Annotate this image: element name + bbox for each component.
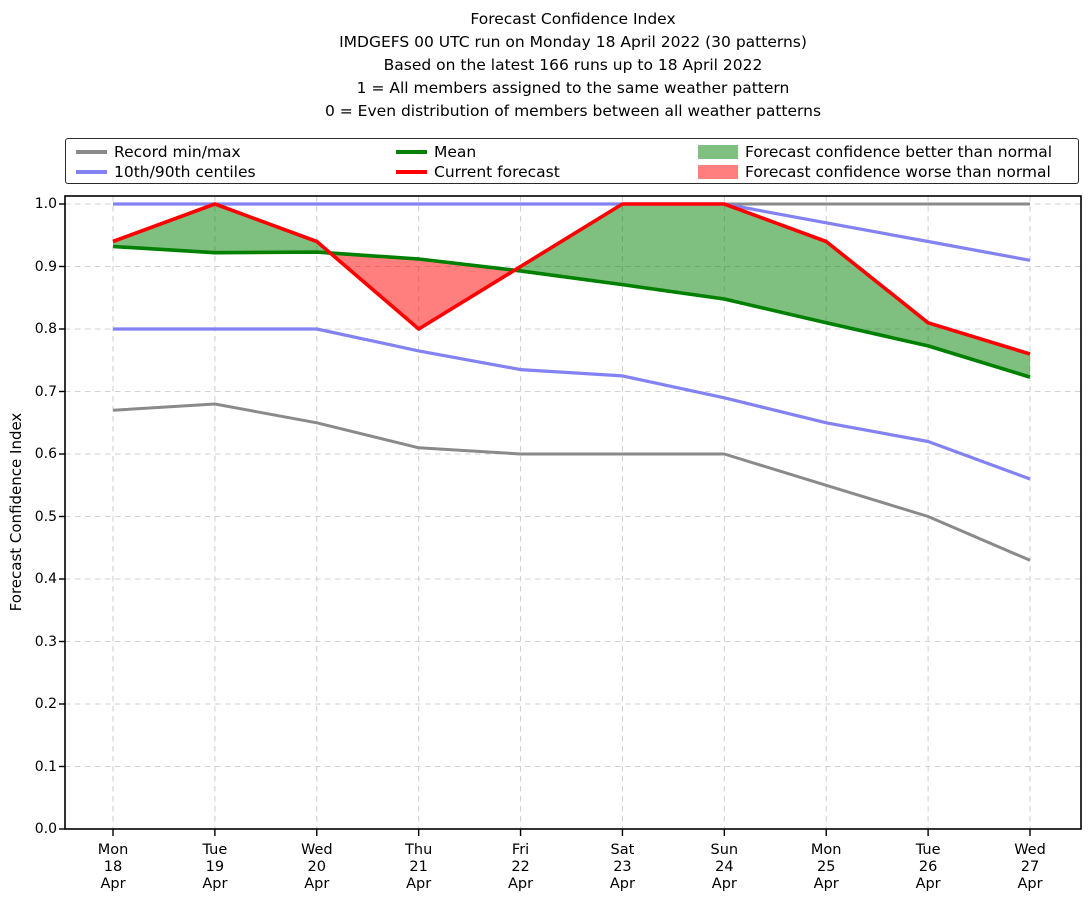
legend-label: Forecast confidence better than normal xyxy=(745,143,1053,161)
better-than-normal-patch-swatch xyxy=(698,145,738,159)
x-tick-label-line: 26 xyxy=(918,859,938,875)
y-tick-label: 0.2 xyxy=(34,696,57,712)
current-forecast-line-swatch xyxy=(396,170,427,174)
legend-label: Mean xyxy=(434,143,477,161)
legend-label: Current forecast xyxy=(434,163,560,181)
x-tick-label-line: Apr xyxy=(508,876,534,892)
x-tick-label: Wed 27 Apr xyxy=(984,842,1076,893)
legend-item-mean: Mean xyxy=(396,142,476,162)
legend-item-worse-than-normal: Forecast confidence worse than normal xyxy=(698,162,1051,182)
x-tick-label-line: Mon xyxy=(97,842,129,858)
x-tick-label: Sat 23 Apr xyxy=(576,842,668,893)
x-tick-label-line: 20 xyxy=(307,859,326,875)
x-tick-label: Wed 20 Apr xyxy=(271,842,363,893)
x-tick-label-line: Wed xyxy=(1014,842,1046,858)
x-tick-label: Tue 19 Apr xyxy=(169,842,261,893)
x-tick-label-line: 23 xyxy=(613,859,632,875)
legend-item-centiles: 10th/90th centiles xyxy=(76,162,256,182)
y-tick-label: 1.0 xyxy=(34,196,57,212)
x-tick-label: Mon 18 Apr xyxy=(67,842,159,893)
x-tick-label-line: Thu xyxy=(405,842,433,858)
y-tick-label: 0.5 xyxy=(34,508,57,525)
x-tick-label-line: Apr xyxy=(813,876,839,892)
x-tick-label-line: Apr xyxy=(711,876,737,892)
legend-label: Forecast confidence worse than normal xyxy=(745,163,1051,181)
mean-line-swatch xyxy=(396,150,427,154)
x-tick-label: Fri 22 Apr xyxy=(475,842,567,893)
x-tick-label: Mon 25 Apr xyxy=(780,842,872,893)
fill-better-than-normal xyxy=(514,204,1030,378)
y-tick-label: 0.7 xyxy=(34,383,57,400)
x-tick-label-line: 19 xyxy=(205,859,225,875)
x-tick-label-line: Mon xyxy=(810,842,842,858)
series-90th-centile-line xyxy=(113,202,1031,262)
x-tick-label-line: Sun xyxy=(710,842,739,858)
title-line-2: IMDGEFS 00 UTC run on Monday 18 April 20… xyxy=(339,33,807,51)
x-tick-label-line: Apr xyxy=(202,876,228,892)
x-tick-label: Tue 26 Apr xyxy=(882,842,974,893)
series-10th-centile-line xyxy=(113,327,1031,481)
series-record-min-line xyxy=(112,402,1031,562)
legend-item-better-than-normal: Forecast confidence better than normal xyxy=(698,142,1052,162)
x-tick-label: Thu 21 Apr xyxy=(373,842,465,893)
fill-better-than-normal xyxy=(113,204,331,253)
centiles-line-swatch xyxy=(76,170,107,174)
record-minmax-line-swatch xyxy=(76,150,107,154)
legend-label: Record min/max xyxy=(114,143,241,161)
x-tick-label-line: Apr xyxy=(1017,876,1043,892)
x-tick-label-line: 18 xyxy=(103,859,123,875)
x-tick-label-line: Sat xyxy=(610,842,635,858)
title-line-1: Forecast Confidence Index xyxy=(470,10,676,28)
legend: Record min/max 10th/90th centiles Mean C… xyxy=(65,138,1079,184)
title-line-5: 0 = Even distribution of members between… xyxy=(324,102,822,120)
x-tick-label-line: Apr xyxy=(406,876,432,892)
x-tick-label-line: 21 xyxy=(409,859,428,875)
y-tick-label: 0.3 xyxy=(34,633,57,650)
series-mean-line xyxy=(112,244,1031,379)
y-tick-label: 0.8 xyxy=(34,321,57,337)
legend-item-record-minmax: Record min/max xyxy=(76,142,241,162)
fill-worse-than-normal xyxy=(330,253,515,329)
x-tick-label-line: 22 xyxy=(511,859,530,875)
x-tick-label-line: Apr xyxy=(100,876,126,892)
title-line-4: 1 = All members assigned to the same wea… xyxy=(356,79,790,97)
x-tick-label-line: Tue xyxy=(202,842,228,858)
x-tick-label-line: Tue xyxy=(915,842,941,858)
x-tick-label: Sun 24 Apr xyxy=(678,842,770,893)
x-tick-label-line: Apr xyxy=(915,876,941,892)
y-tick-label: 0.4 xyxy=(34,571,57,587)
x-tick-label-line: Apr xyxy=(304,876,330,892)
chart-title-block: Forecast Confidence Index IMDGEFS 00 UTC… xyxy=(65,8,1081,123)
x-tick-label-line: Wed xyxy=(300,842,333,858)
x-tick-label-line: Fri xyxy=(511,842,530,858)
legend-label: 10th/90th centiles xyxy=(114,163,256,181)
x-tick-label-line: 25 xyxy=(816,859,836,875)
x-tick-label-line: 24 xyxy=(715,859,734,875)
y-tick-label: 0.6 xyxy=(34,446,57,462)
y-tick-label: 0.0 xyxy=(34,821,57,837)
worse-than-normal-patch-swatch xyxy=(698,165,738,179)
x-tick-label-line: Apr xyxy=(609,876,635,892)
legend-item-current-forecast: Current forecast xyxy=(396,162,560,182)
y-tick-label: 0.1 xyxy=(34,758,57,775)
x-tick-label-line: 27 xyxy=(1020,859,1040,875)
title-line-3: Based on the latest 166 runs up to 18 Ap… xyxy=(383,56,763,74)
plot-border xyxy=(64,195,1082,830)
y-tick-label: 0.9 xyxy=(34,258,57,275)
series-current-forecast-line xyxy=(112,202,1031,356)
